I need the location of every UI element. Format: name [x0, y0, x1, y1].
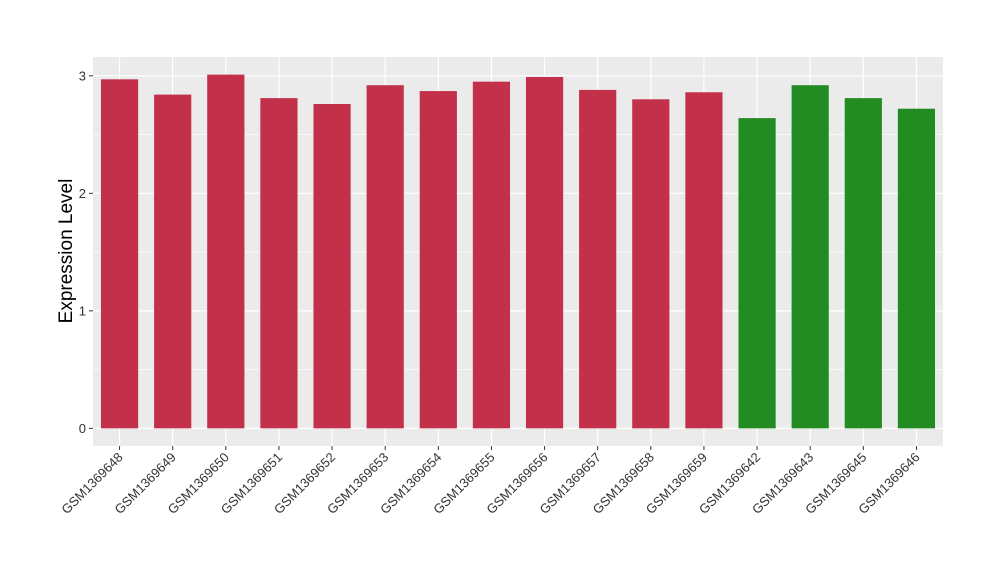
bar-GSM1369649	[154, 94, 192, 429]
bar-GSM1369645	[844, 98, 882, 429]
bar-GSM1369642	[738, 118, 776, 429]
bar-GSM1369646	[897, 108, 936, 429]
bar-GSM1369659	[685, 92, 723, 429]
bar-GSM1369657	[579, 89, 617, 429]
y-tick-label: 2	[79, 186, 86, 201]
bar-GSM1369658	[632, 99, 670, 429]
bar-GSM1369655	[472, 81, 511, 429]
bar-GSM1369651	[260, 98, 298, 429]
x-axis: GSM1369648GSM1369649GSM1369650GSM1369651…	[58, 446, 923, 517]
bar-GSM1369654	[419, 91, 457, 429]
y-tick-label: 0	[79, 421, 86, 436]
y-tick-label: 1	[79, 303, 86, 318]
bars-group	[100, 74, 936, 429]
bar-GSM1369656	[525, 76, 564, 429]
bar-GSM1369650	[207, 74, 245, 429]
bar-GSM1369648	[100, 79, 139, 429]
bar-GSM1369652	[313, 104, 351, 429]
y-axis-title: Expression Level	[56, 179, 77, 324]
y-tick-label: 3	[79, 68, 86, 83]
y-axis: 0 1 2 3	[79, 68, 93, 436]
bar-GSM1369653	[366, 85, 404, 429]
bar-GSM1369643	[791, 85, 829, 429]
